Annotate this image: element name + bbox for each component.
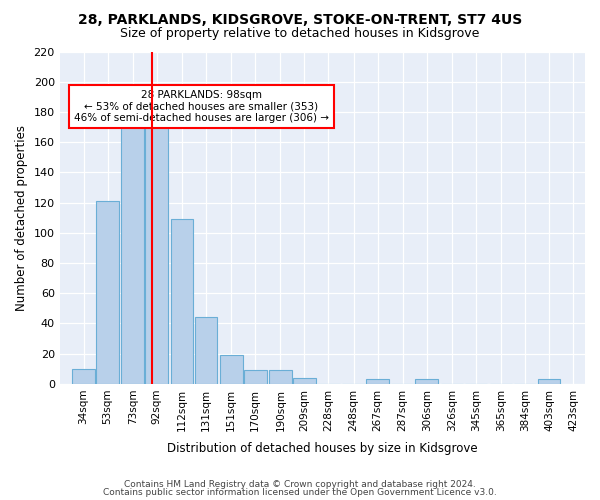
Text: Contains public sector information licensed under the Open Government Licence v3: Contains public sector information licen…: [103, 488, 497, 497]
Bar: [269, 370, 292, 384]
Bar: [538, 380, 560, 384]
Text: 28, PARKLANDS, KIDSGROVE, STOKE-ON-TRENT, ST7 4US: 28, PARKLANDS, KIDSGROVE, STOKE-ON-TRENT…: [78, 12, 522, 26]
Y-axis label: Number of detached properties: Number of detached properties: [15, 124, 28, 310]
Bar: [194, 318, 217, 384]
Bar: [220, 355, 242, 384]
Text: Contains HM Land Registry data © Crown copyright and database right 2024.: Contains HM Land Registry data © Crown c…: [124, 480, 476, 489]
Text: Size of property relative to detached houses in Kidsgrove: Size of property relative to detached ho…: [121, 28, 479, 40]
Bar: [72, 369, 95, 384]
Bar: [121, 121, 144, 384]
Text: 28 PARKLANDS: 98sqm
← 53% of detached houses are smaller (353)
46% of semi-detac: 28 PARKLANDS: 98sqm ← 53% of detached ho…: [74, 90, 329, 123]
Bar: [145, 126, 168, 384]
X-axis label: Distribution of detached houses by size in Kidsgrove: Distribution of detached houses by size …: [167, 442, 478, 455]
Bar: [366, 380, 389, 384]
Bar: [244, 370, 266, 384]
Bar: [415, 380, 438, 384]
Bar: [293, 378, 316, 384]
Bar: [96, 201, 119, 384]
Bar: [170, 219, 193, 384]
